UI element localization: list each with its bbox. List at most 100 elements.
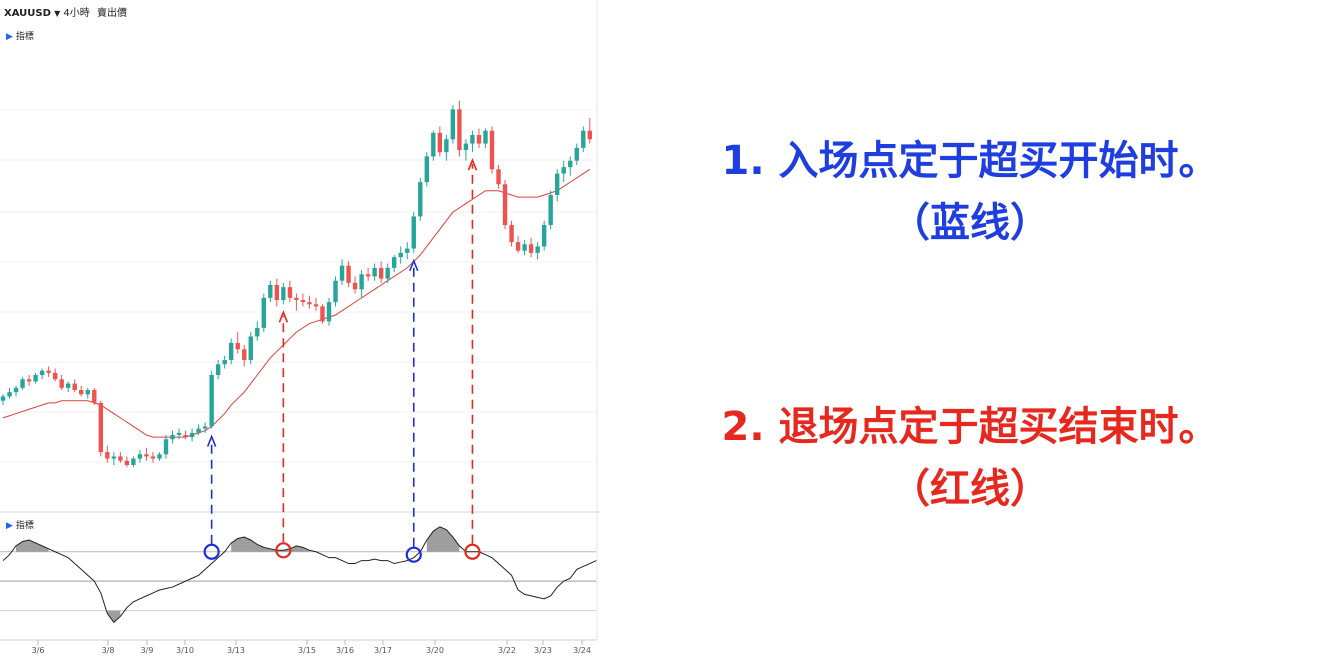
- candle: [378, 261, 384, 283]
- candle-body: [385, 267, 390, 279]
- candle: [111, 452, 117, 465]
- symbol-label[interactable]: XAUUSD: [4, 8, 51, 19]
- candle: [561, 160, 566, 183]
- candle-body: [46, 370, 51, 373]
- entry-note-line2: （蓝线）: [890, 200, 1050, 246]
- candle-body: [437, 132, 443, 153]
- x-tick-label: 3/17: [374, 646, 392, 655]
- candle-body: [489, 130, 495, 170]
- candle-body: [7, 392, 12, 397]
- oscillator-fill: [231, 537, 310, 552]
- candle-body: [79, 390, 84, 395]
- candle-body: [170, 435, 175, 440]
- candle: [189, 428, 195, 442]
- candle: [215, 360, 221, 380]
- candle-body: [209, 375, 214, 427]
- candle-body: [320, 306, 325, 322]
- candle-body: [496, 169, 501, 185]
- candle-body: [92, 390, 97, 403]
- candle: [535, 242, 540, 260]
- candle-body: [346, 265, 351, 283]
- candle-body: [418, 182, 423, 217]
- candle-body: [131, 458, 136, 465]
- x-tick-label: 3/24: [573, 646, 591, 655]
- candle: [248, 332, 253, 365]
- candle-body: [189, 432, 195, 438]
- oscillator-indicator-toggle[interactable]: ▶ 指標: [6, 518, 34, 531]
- candle: [242, 345, 247, 367]
- candle: [431, 130, 436, 161]
- candle-body: [555, 173, 560, 195]
- candle-body: [20, 379, 25, 388]
- candle-body: [483, 130, 488, 144]
- candle-body: [411, 216, 416, 249]
- candle-body: [118, 456, 123, 461]
- candle: [79, 385, 84, 397]
- candle: [85, 387, 90, 399]
- oscillator-fill: [107, 610, 121, 623]
- candle: [463, 139, 469, 161]
- candle-body: [522, 244, 527, 251]
- triangle-right-icon[interactable]: ▶: [6, 521, 13, 531]
- candle: [437, 126, 443, 157]
- candle-body: [235, 342, 240, 350]
- candle: [574, 143, 579, 165]
- entry-signal: [405, 258, 422, 563]
- candle: [0, 394, 6, 405]
- candle-body: [281, 287, 286, 300]
- candle-body: [59, 379, 64, 388]
- chart-panel[interactable]: 3/6 3/8 3/9 3/10 3/13 3/15 3/16 3/17 3/20 3/22 3/2…: [0, 0, 600, 661]
- candle: [255, 321, 260, 341]
- candle: [502, 180, 508, 230]
- candle: [444, 135, 449, 161]
- timeframe-label[interactable]: 4小時: [63, 8, 90, 19]
- candle-body: [313, 304, 319, 307]
- price-type-label[interactable]: 賣出價: [96, 8, 127, 19]
- candle-body: [274, 285, 280, 300]
- candle: [457, 100, 462, 157]
- candle: [118, 452, 123, 463]
- candle-body: [535, 246, 540, 253]
- candle-body: [424, 156, 429, 183]
- signals-layer: [203, 157, 481, 563]
- candle: [176, 428, 182, 440]
- x-tick-label: 3/8: [102, 646, 115, 655]
- triangle-right-icon[interactable]: ▶: [6, 32, 13, 42]
- oscillator-layer: [2, 526, 597, 624]
- candle: [183, 430, 188, 440]
- candle: [66, 381, 71, 393]
- candle-body: [359, 274, 364, 290]
- candle: [124, 456, 130, 468]
- candle-body: [326, 302, 332, 322]
- candle-body: [287, 287, 293, 298]
- candle-body: [444, 139, 449, 153]
- candle: [424, 152, 429, 187]
- candle: [202, 422, 208, 433]
- candle-body: [183, 435, 188, 438]
- candle-body: [457, 109, 462, 150]
- candle: [170, 430, 175, 444]
- candle-body: [561, 167, 566, 174]
- candle: [72, 379, 77, 393]
- chart-header[interactable]: XAUUSD ▼ 4小時 賣出價: [4, 4, 127, 19]
- exit-note: 2. 退场点定于超买结束时。 （红线）: [620, 396, 1320, 520]
- candle-body: [255, 327, 260, 337]
- candle-body: [163, 439, 169, 455]
- candle-body: [450, 109, 456, 140]
- candle: [105, 445, 110, 463]
- candle-body: [66, 383, 71, 388]
- candle: [470, 130, 475, 153]
- x-tick-label: 3/6: [32, 646, 45, 655]
- candle-body: [294, 297, 299, 300]
- candle: [26, 375, 32, 386]
- candle: [320, 304, 325, 324]
- candle: [281, 282, 286, 305]
- caret-down-icon[interactable]: ▼: [54, 9, 61, 18]
- candle: [144, 447, 149, 461]
- candle-body: [581, 130, 586, 148]
- chart-canvas[interactable]: 3/6 3/8 3/9 3/10 3/13 3/15 3/16 3/17 3/20 3/22 3/2…: [0, 0, 600, 661]
- candle: [405, 242, 410, 260]
- indicator-toggle[interactable]: ▶ 指標: [6, 29, 34, 42]
- exit-signal: [464, 157, 481, 560]
- candle: [150, 452, 156, 463]
